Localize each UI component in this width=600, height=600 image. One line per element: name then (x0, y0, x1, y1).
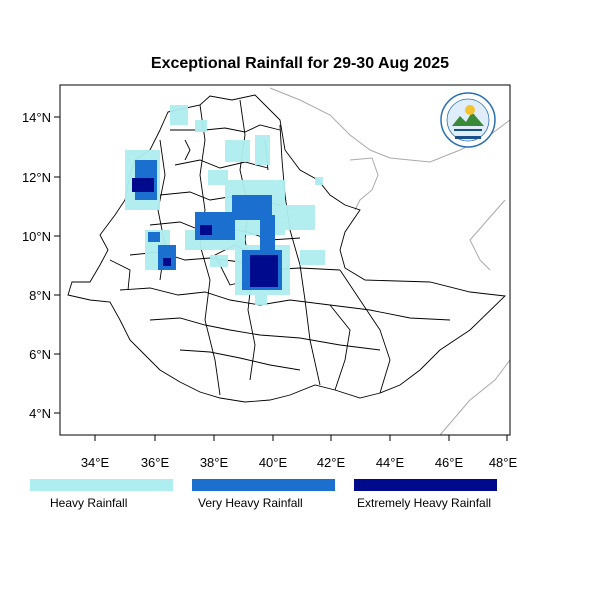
x-tick-labels: 34°E 36°E 38°E 40°E 42°E 44°E 46°E 48°E (81, 455, 518, 470)
y-tick-label: 14°N (22, 110, 51, 125)
y-tick-label: 10°N (22, 229, 51, 244)
rainfall-overlay (125, 105, 325, 305)
x-tick-label: 48°E (489, 455, 518, 470)
logo-seal-icon (440, 92, 496, 148)
x-tick-label: 42°E (317, 455, 346, 470)
legend-label-heavy: Heavy Rainfall (50, 496, 128, 510)
legend-swatch-heavy (30, 479, 173, 491)
y-tick-label: 8°N (29, 288, 51, 303)
y-tick-label: 12°N (22, 170, 51, 185)
legend-swatch-very-heavy (192, 479, 335, 491)
y-tick-labels: 14°N 12°N 10°N 8°N 6°N 4°N (22, 110, 51, 421)
x-tick-label: 46°E (435, 455, 464, 470)
x-tick-label: 38°E (200, 455, 229, 470)
plot-frame (59, 84, 511, 436)
y-tick-label: 6°N (29, 347, 51, 362)
x-tick-label: 40°E (259, 455, 288, 470)
x-tick-label: 36°E (141, 455, 170, 470)
legend-label-extremely-heavy: Extremely Heavy Rainfall (357, 496, 492, 510)
x-tick-label: 44°E (376, 455, 405, 470)
page-title: Exceptional Rainfall for 29-30 Aug 2025 (150, 55, 450, 72)
legend-label-very-heavy: Very Heavy Rainfall (198, 496, 303, 510)
x-tick-label: 34°E (81, 455, 110, 470)
legend-swatch-extremely-heavy (354, 479, 497, 491)
y-tick-label: 4°N (29, 406, 51, 421)
